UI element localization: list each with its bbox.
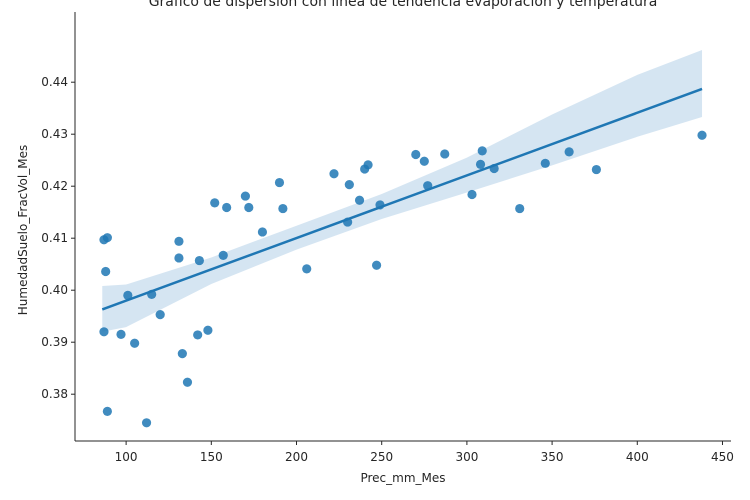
data-point [354, 195, 365, 205]
data-point [591, 164, 601, 175]
data-point [540, 158, 550, 168]
data-point [177, 349, 187, 359]
points-layer [99, 130, 707, 428]
data-point [102, 233, 112, 243]
data-point [467, 189, 477, 200]
data-point [274, 177, 285, 188]
confidence-band-layer [102, 49, 703, 332]
data-point [174, 253, 184, 263]
x-tick-label: 350 [541, 450, 564, 464]
data-point [515, 203, 525, 214]
trend-line [101, 87, 703, 311]
y-tick-label: 0.41 [41, 231, 68, 245]
x-axis-label: Prec_mm_Mes [360, 471, 445, 485]
data-point [240, 191, 250, 201]
data-point [302, 264, 312, 274]
data-point [475, 159, 486, 169]
data-point [210, 198, 220, 208]
y-tick-label: 0.40 [41, 283, 68, 297]
data-point [440, 149, 450, 159]
data-point [222, 202, 232, 213]
x-tick-label: 200 [285, 450, 308, 464]
x-ticks: 100 150 200 250 300 350 400 450 [115, 441, 734, 464]
x-tick-label: 300 [455, 450, 478, 464]
data-point [218, 250, 228, 260]
data-point [363, 160, 373, 170]
y-tick-label: 0.42 [41, 179, 68, 193]
y-tick-label: 0.38 [41, 387, 68, 401]
y-tick-label: 0.43 [41, 127, 68, 141]
data-point [278, 203, 288, 214]
data-point [102, 406, 112, 416]
x-tick-label: 450 [711, 450, 734, 464]
data-point [123, 290, 133, 300]
data-point [344, 180, 354, 190]
data-point [116, 329, 126, 339]
trend-line-layer [101, 87, 703, 311]
y-tick-label: 0.44 [41, 75, 68, 89]
data-point [174, 236, 184, 246]
data-point [141, 418, 152, 428]
data-point [193, 330, 203, 340]
x-tick-label: 250 [370, 450, 393, 464]
data-point [99, 327, 109, 337]
data-point [329, 169, 339, 179]
x-tick-label: 400 [626, 450, 649, 464]
data-point [371, 260, 382, 270]
y-ticks: 0.38 0.39 0.40 0.41 0.42 0.43 0.44 [41, 75, 75, 401]
data-point [477, 146, 487, 156]
data-point [182, 377, 193, 387]
data-point [257, 227, 268, 237]
confidence-band [102, 49, 703, 332]
y-tick-label: 0.39 [41, 335, 68, 349]
data-point [564, 147, 574, 157]
data-point [101, 266, 111, 277]
data-point [194, 255, 204, 266]
data-point [697, 130, 707, 140]
chart-title: Gráfico de dispersión con línea de tende… [149, 0, 658, 10]
x-tick-label: 150 [200, 450, 223, 464]
data-point [244, 202, 254, 213]
data-point [411, 149, 421, 160]
data-point [130, 338, 140, 348]
x-tick-label: 100 [115, 450, 138, 464]
data-point [155, 310, 165, 320]
data-point [203, 325, 213, 335]
y-axis-label: HumedadSuelo_FracVol_Mes [16, 145, 30, 315]
data-point [419, 156, 429, 166]
